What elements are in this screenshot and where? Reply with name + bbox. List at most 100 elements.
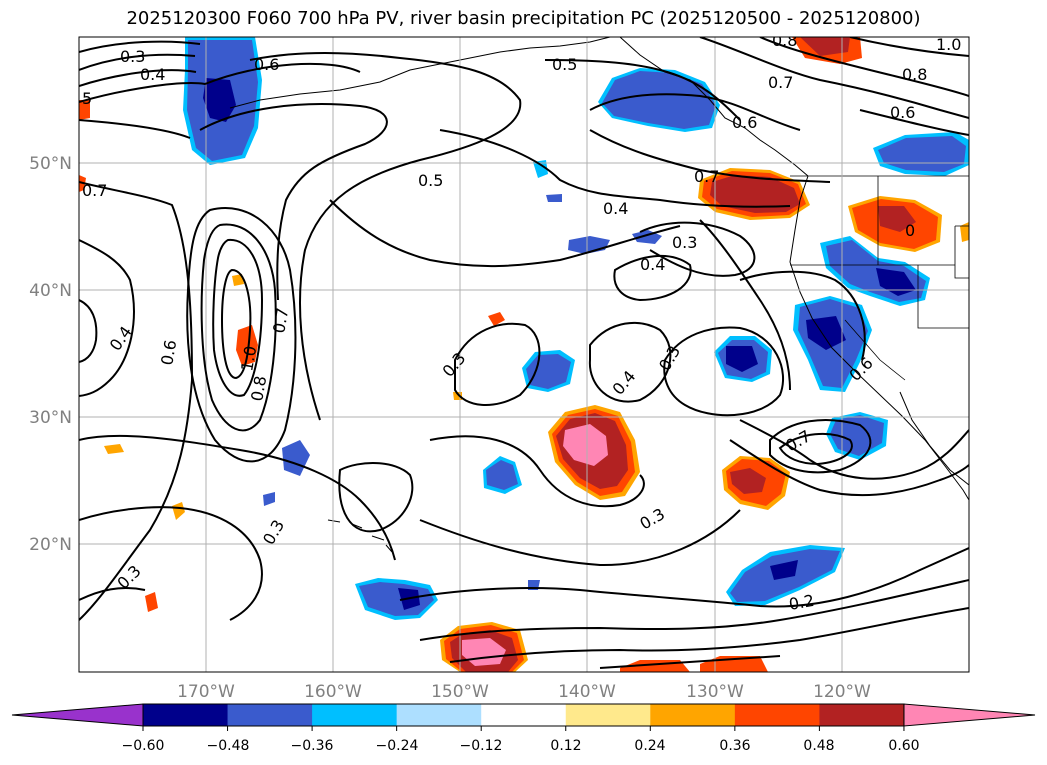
- gulf-coast: [899, 391, 969, 486]
- colorbar-label: 0.60: [888, 738, 919, 754]
- colorbar-bin: [227, 704, 313, 726]
- pv-contour-03-mid: [79, 434, 396, 561]
- contour-label: 0.5: [418, 171, 443, 190]
- contour-label: 0.8: [247, 374, 270, 402]
- contour-label: 0.8: [772, 31, 797, 50]
- contour-label: 0.2: [787, 591, 815, 614]
- lon-label-130w: 130°W: [686, 682, 744, 702]
- colorbar-outline: [142, 703, 905, 727]
- lat-label-20n: 20°N: [29, 535, 72, 555]
- colorbar-label: 0.24: [634, 738, 665, 754]
- pv-contour-03-east: [429, 435, 645, 508]
- coastlines: [229, 37, 969, 553]
- lat-label-30n: 30°N: [29, 408, 72, 428]
- longitude-labels: 170°W 160°W 150°W 140°W 130°W 120°W: [177, 682, 871, 702]
- contour-label-partial: 0: [905, 221, 915, 240]
- colorbar-label: 0.48: [803, 738, 834, 754]
- contour-label: 0.3: [120, 47, 145, 66]
- negative-precip-regions: [183, 37, 969, 620]
- colorbar-bin: [396, 704, 482, 726]
- precip-neg-small-3: [533, 160, 548, 178]
- contour-label: 0.4: [603, 199, 628, 218]
- precip-pos-west-1: [236, 325, 258, 366]
- pv-contour-top-east: [699, 37, 969, 119]
- contour-label: 0.8: [902, 65, 927, 84]
- contour-label: 0.3: [672, 233, 697, 252]
- colorbar-bin: [481, 704, 567, 726]
- precip-neg-small-4: [546, 194, 562, 202]
- colorbar-segments: [11, 703, 1036, 727]
- precip-pos-west-4: [145, 592, 158, 612]
- colorbar-bin: [650, 704, 736, 726]
- colorbar-label: 0.12: [550, 738, 581, 754]
- pv-contour-top-west: [79, 40, 201, 53]
- lon-label-120w: 120°W: [813, 682, 871, 702]
- colorbar-extend-min: [11, 703, 144, 727]
- precip-pos-west-2: [232, 274, 244, 286]
- contour-label: 0.7: [768, 73, 793, 92]
- pv-contour-central-west: [439, 129, 791, 208]
- precip-pos-edge-1: [79, 100, 90, 120]
- colorbar-bin: [312, 704, 398, 726]
- colorbar-label: 0.36: [719, 738, 750, 754]
- contour-label: 0.4: [140, 65, 165, 84]
- contour-label: 0.6: [254, 55, 279, 74]
- colorbar-label: −0.24: [376, 738, 419, 754]
- contour-label: 0.7: [694, 167, 719, 186]
- contour-label: 0.4: [640, 255, 665, 274]
- lon-label-170w: 170°W: [177, 682, 235, 702]
- graticule: [79, 37, 969, 672]
- state-borders: [790, 175, 969, 381]
- precip-pos-west-3: [488, 312, 505, 326]
- map-content: 0.3 0.4 0.6 0.7 0.5 0.5 0.4 0.3 0.4 0.7 …: [79, 31, 969, 672]
- lon-label-150w: 150°W: [431, 682, 489, 702]
- colorbar-bin: [143, 704, 229, 726]
- colorbar-label: −0.36: [291, 738, 334, 754]
- colorbar-ticks: [142, 726, 905, 731]
- colorbar-bin: [565, 704, 651, 726]
- pv-contour-east-loop: [663, 326, 785, 417]
- colorbar-extend-max: [903, 703, 1036, 727]
- lat-label-50n: 50°N: [29, 154, 72, 174]
- contour-label: 0.7: [269, 306, 292, 334]
- colorbar-label: −0.12: [460, 738, 503, 754]
- pv-contour-west-loop-inner: [212, 238, 264, 397]
- contour-label: 0.7: [82, 181, 107, 200]
- contour-label: 0.5: [552, 55, 577, 74]
- pv-contour-east-trough: [699, 219, 791, 391]
- precip-pos-west-6: [104, 444, 124, 454]
- pv-contour-west-loop-mid: [200, 223, 277, 432]
- pv-contours: [79, 37, 969, 669]
- colorbar: −0.60 −0.48 −0.36 −0.24 −0.12 0.12 0.24 …: [11, 703, 1036, 754]
- positive-precip-regions: [79, 37, 969, 672]
- colorbar-label: −0.60: [122, 738, 165, 754]
- precip-pos-central-peak: [563, 424, 608, 466]
- precip-neg-small-6: [263, 492, 275, 506]
- contour-label: 0.6: [732, 113, 757, 132]
- precip-pos-west-5: [172, 502, 185, 520]
- map-frame: [78, 36, 970, 673]
- precip-pos-edge-3: [960, 222, 969, 242]
- hawaii-islands: [327, 519, 393, 553]
- pv-contour-central-loop-2: [588, 321, 672, 403]
- contour-label: 1.0: [936, 35, 961, 54]
- colorbar-bin: [734, 704, 820, 726]
- pv-contour-west-loop-outer: [186, 207, 297, 463]
- latitude-labels: 50°N 40°N 30°N 20°N: [29, 154, 72, 555]
- contour-label: 0.6: [890, 103, 915, 122]
- alaska-coast: [619, 37, 809, 177]
- colorbar-label: −0.48: [207, 738, 250, 754]
- contour-label: 0.6: [157, 338, 180, 366]
- contour-label-partial: 5: [82, 89, 92, 108]
- lat-label-40n: 40°N: [29, 281, 72, 301]
- colorbar-bin: [819, 704, 905, 726]
- lon-label-140w: 140°W: [558, 682, 616, 702]
- map-title: 2025120300 F060 700 hPa PV, river basin …: [126, 8, 921, 29]
- pv-contour-south: [419, 509, 741, 567]
- lon-label-160w: 160°W: [304, 682, 362, 702]
- pv-contour-sw-trough: [739, 419, 969, 480]
- contour-label: 1.0: [237, 344, 260, 372]
- west-coast: [789, 175, 969, 501]
- pv-contour-low-loop: [769, 419, 872, 474]
